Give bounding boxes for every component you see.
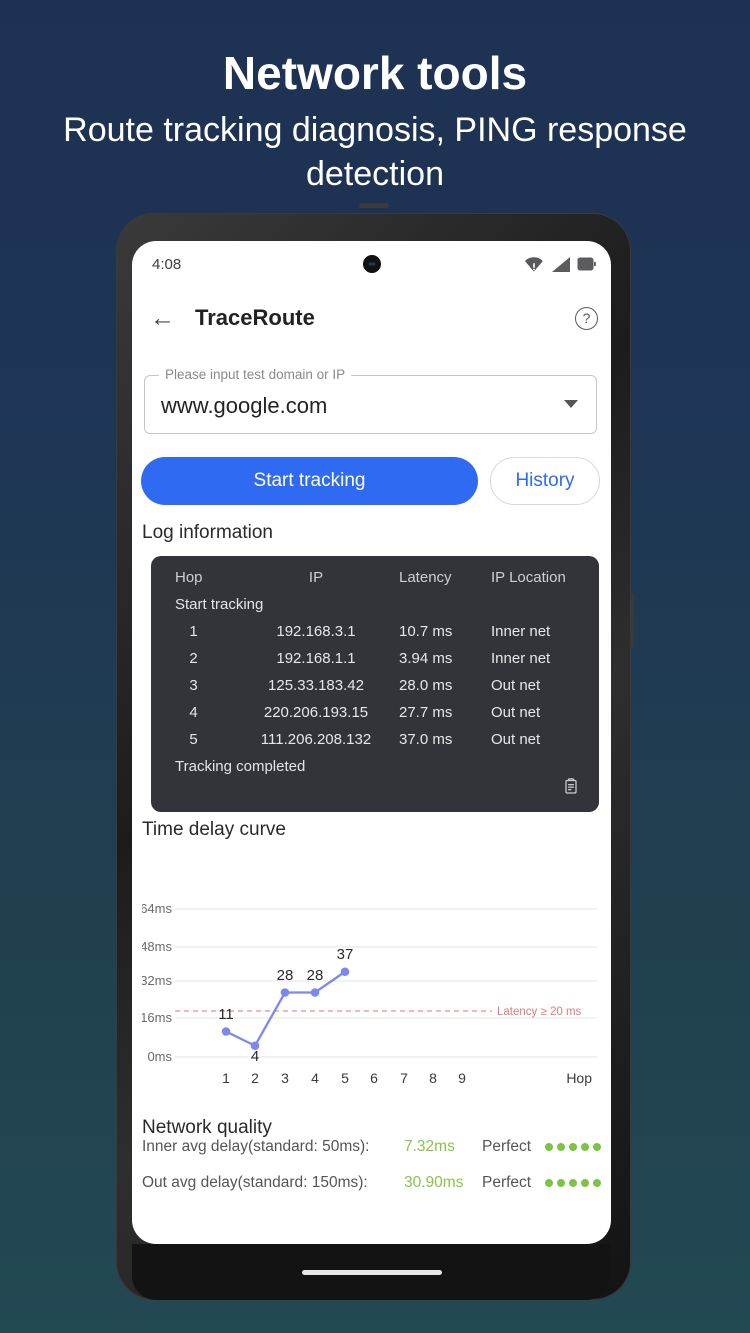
svg-text:5: 5 [341,1070,349,1086]
svg-text:6: 6 [370,1070,378,1086]
svg-text:28: 28 [277,967,294,984]
svg-text:9: 9 [458,1070,466,1086]
svg-text:64ms: 64ms [142,901,172,916]
svg-text:32ms: 32ms [142,973,172,988]
svg-text:Latency ≥ 20 ms: Latency ≥ 20 ms [497,1006,582,1018]
svg-text:8: 8 [429,1070,437,1086]
svg-text:11: 11 [218,1006,234,1023]
svg-text:7: 7 [400,1070,408,1086]
svg-text:0ms: 0ms [147,1049,172,1064]
svg-text:48ms: 48ms [142,939,172,954]
svg-text:4: 4 [251,1048,259,1065]
svg-text:Hop: Hop [566,1070,592,1086]
svg-text:1: 1 [222,1070,230,1086]
svg-text:3: 3 [281,1070,289,1086]
svg-text:2: 2 [251,1070,259,1086]
svg-text:4: 4 [311,1070,319,1086]
svg-text:16ms: 16ms [142,1010,172,1025]
svg-text:37: 37 [337,946,354,963]
svg-text:28: 28 [307,967,324,984]
